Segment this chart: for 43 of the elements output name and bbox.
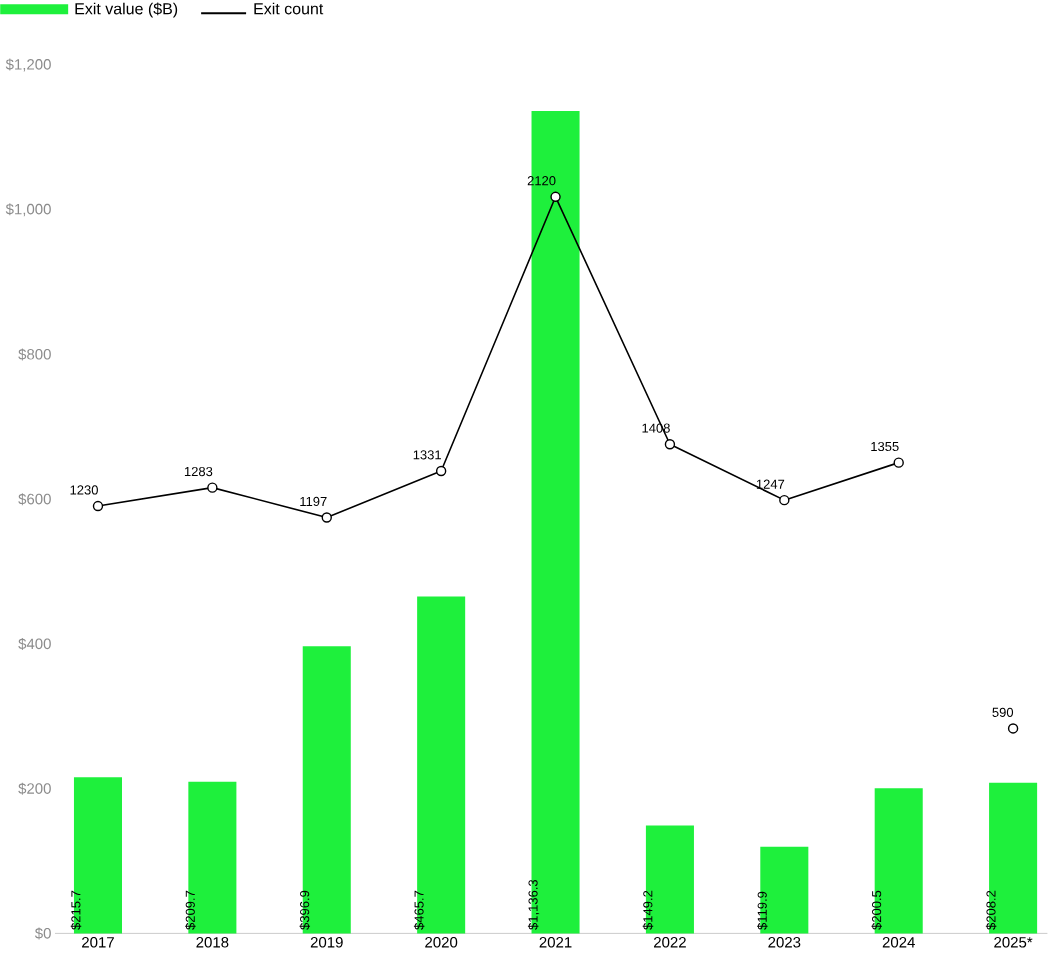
data-label: $396.9 xyxy=(299,890,311,930)
legend-label: Exit count xyxy=(254,2,324,15)
x-tick-label: 2022 xyxy=(654,936,686,948)
data-label: $465.7 xyxy=(413,890,425,930)
data-label: $208.2 xyxy=(985,890,997,930)
y-tick-label: $600 xyxy=(18,492,51,506)
data-label: 1331 xyxy=(413,450,441,460)
point xyxy=(207,482,218,493)
data-label: $209.7 xyxy=(185,890,196,930)
data-label: 1355 xyxy=(871,441,899,451)
data-label: 1197 xyxy=(300,496,327,506)
y-tick-label: $800 xyxy=(18,348,51,361)
y-tick-label: $1,200 xyxy=(5,58,51,72)
x-tick-label: 2025* xyxy=(994,936,1033,948)
x-tick-label: 2021 xyxy=(539,936,572,948)
data-label: $119.9 xyxy=(757,891,768,930)
x-tick-label: 2018 xyxy=(196,936,229,948)
x-tick-label: 2023 xyxy=(768,936,801,948)
x-tick-label: 2017 xyxy=(82,936,114,948)
point xyxy=(779,494,790,506)
data-label: 1230 xyxy=(70,485,98,495)
data-label: 1283 xyxy=(184,466,213,476)
x-tick-label: 2020 xyxy=(425,936,458,948)
data-label: $1,136.3 xyxy=(527,879,540,930)
data-label: 590 xyxy=(992,707,1014,717)
y-tick-label: $400 xyxy=(18,637,51,650)
point xyxy=(435,465,447,476)
data-label: $200.5 xyxy=(871,890,882,930)
point xyxy=(664,438,676,450)
data-label: $215.7 xyxy=(70,890,82,930)
data-label: 1247 xyxy=(756,479,785,489)
x-tick-label: 2019 xyxy=(310,936,343,948)
y-tick-label: $200 xyxy=(18,782,51,795)
y-tick-label: $0 xyxy=(34,927,51,940)
point xyxy=(321,512,332,523)
point xyxy=(92,500,104,512)
legend-label: Exit value ($B) xyxy=(75,2,178,18)
data-label: $149.2 xyxy=(642,890,654,930)
y-tick-label: $1,000 xyxy=(5,202,51,216)
point xyxy=(1007,723,1019,734)
x-tick-label: 2024 xyxy=(882,936,915,948)
point xyxy=(550,191,561,202)
point xyxy=(893,457,904,468)
